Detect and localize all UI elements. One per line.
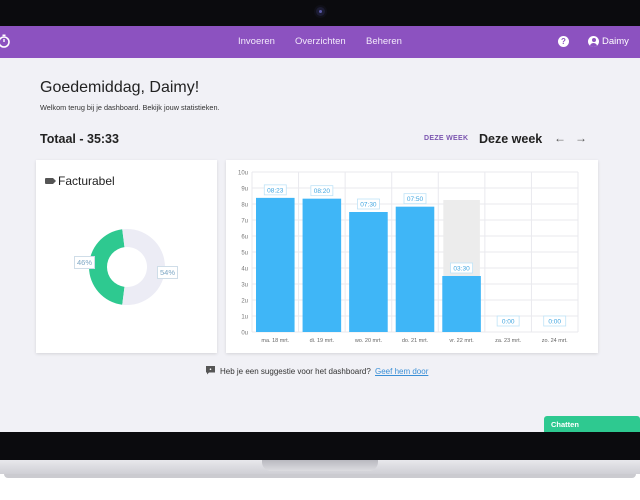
y-tick-label: 8u <box>241 203 248 209</box>
laptop-top-bezel <box>0 0 640 26</box>
y-tick-label: 6u <box>241 235 248 241</box>
bar <box>302 198 342 332</box>
facturabel-card: Facturabel 46% 54% <box>36 160 217 353</box>
data-label-box <box>357 198 380 210</box>
data-label-box <box>496 315 520 327</box>
chat-button[interactable]: Chatten <box>544 416 640 432</box>
nav-item-invoeren[interactable]: Invoeren <box>238 36 275 47</box>
laptop-base-shadow <box>4 474 636 478</box>
facturabel-donut-chart <box>89 229 165 305</box>
y-tick-label: 0u <box>241 331 248 337</box>
x-tick-label: za. 23 mrt. <box>495 338 521 344</box>
data-label: 03:30 <box>453 266 470 273</box>
feedback-link[interactable]: Geef hem door <box>375 367 429 376</box>
billable-percentage-label: 46% <box>74 256 96 269</box>
y-tick-label: 4u <box>241 267 248 273</box>
feedback-question: Heb je een suggestie voor het dashboard? <box>220 367 371 376</box>
data-label-box <box>263 184 287 196</box>
data-label: 07:50 <box>407 196 424 203</box>
x-tick-label: ma. 18 mrt. <box>261 338 289 344</box>
y-tick-label: 7u <box>241 219 248 225</box>
laptop-lower-bezel <box>0 432 640 460</box>
y-tick-label: 3u <box>241 283 248 289</box>
y-tick-label: 1u <box>241 315 248 321</box>
bar <box>256 197 295 332</box>
data-label: 07:30 <box>360 202 377 209</box>
next-week-arrow-icon[interactable]: → <box>575 131 587 145</box>
laptop-notch <box>262 460 378 471</box>
stopwatch-logo-icon[interactable] <box>0 34 10 48</box>
data-label-box <box>543 315 567 327</box>
data-label: 0:00 <box>548 319 561 326</box>
x-tick-label: vr. 22 mrt. <box>449 338 474 344</box>
previous-week-arrow-icon[interactable]: ← <box>554 131 566 145</box>
user-menu-name[interactable]: Daimy <box>602 36 629 47</box>
y-tick-label: 5u <box>241 251 248 257</box>
data-label: 08:20 <box>314 188 331 195</box>
facturabel-title: Facturabel <box>58 174 115 188</box>
user-avatar-icon[interactable] <box>588 36 599 47</box>
non-billable-percentage-label: 54% <box>157 266 179 279</box>
chat-bubble-icon <box>206 366 215 375</box>
y-tick-label: 2u <box>241 299 248 305</box>
app-screen: Invoeren Overzichten Beheren ? Daimy Goe… <box>0 26 640 432</box>
bar <box>442 276 481 332</box>
help-icon[interactable]: ? <box>558 36 569 47</box>
total-hours: Totaal - 35:33 <box>40 132 119 146</box>
donut-slice-non-billable <box>122 229 165 305</box>
y-tick-label: 10u <box>238 171 248 177</box>
x-tick-label: di. 19 mrt. <box>310 338 335 344</box>
data-label-box <box>403 193 427 205</box>
page-greeting: Goedemiddag, Daimy! <box>40 79 200 96</box>
bar <box>395 206 435 332</box>
data-label: 0:00 <box>502 319 515 326</box>
top-navigation-bar: Invoeren Overzichten Beheren ? Daimy <box>0 26 640 58</box>
donut-slice-billable <box>89 229 125 305</box>
data-label: 08:23 <box>267 187 284 194</box>
data-label-box <box>310 185 334 197</box>
camera-icon <box>316 7 325 16</box>
nav-item-overzichten[interactable]: Overzichten <box>295 36 346 47</box>
y-tick-label: 9u <box>241 187 248 193</box>
hours-chart-card: 0u 1u 2u 3u 4u 5u 6u 7u 8u 9u 10u 08:23 ma. 18 mrt. 0… <box>226 160 598 353</box>
x-tick-label: wo. 20 mrt. <box>354 338 383 344</box>
week-title: Deze week <box>479 132 543 146</box>
x-tick-label: zo. 24 mrt. <box>542 338 568 344</box>
hours-bar-chart: 0u 1u 2u 3u 4u 5u 6u 7u 8u 9u 10u 08:23 ma. 18 mrt. 0… <box>238 171 579 344</box>
bar <box>349 212 388 332</box>
tag-icon <box>45 178 56 184</box>
this-week-button[interactable]: DEZE WEEK <box>424 135 469 142</box>
chat-button-label: Chatten <box>551 420 579 429</box>
nav-item-beheren[interactable]: Beheren <box>366 36 402 47</box>
data-label-box <box>450 262 473 274</box>
x-tick-label: do. 21 mrt. <box>402 338 429 344</box>
welcome-text: Welkom terug bij je dashboard. Bekijk jo… <box>40 103 220 112</box>
